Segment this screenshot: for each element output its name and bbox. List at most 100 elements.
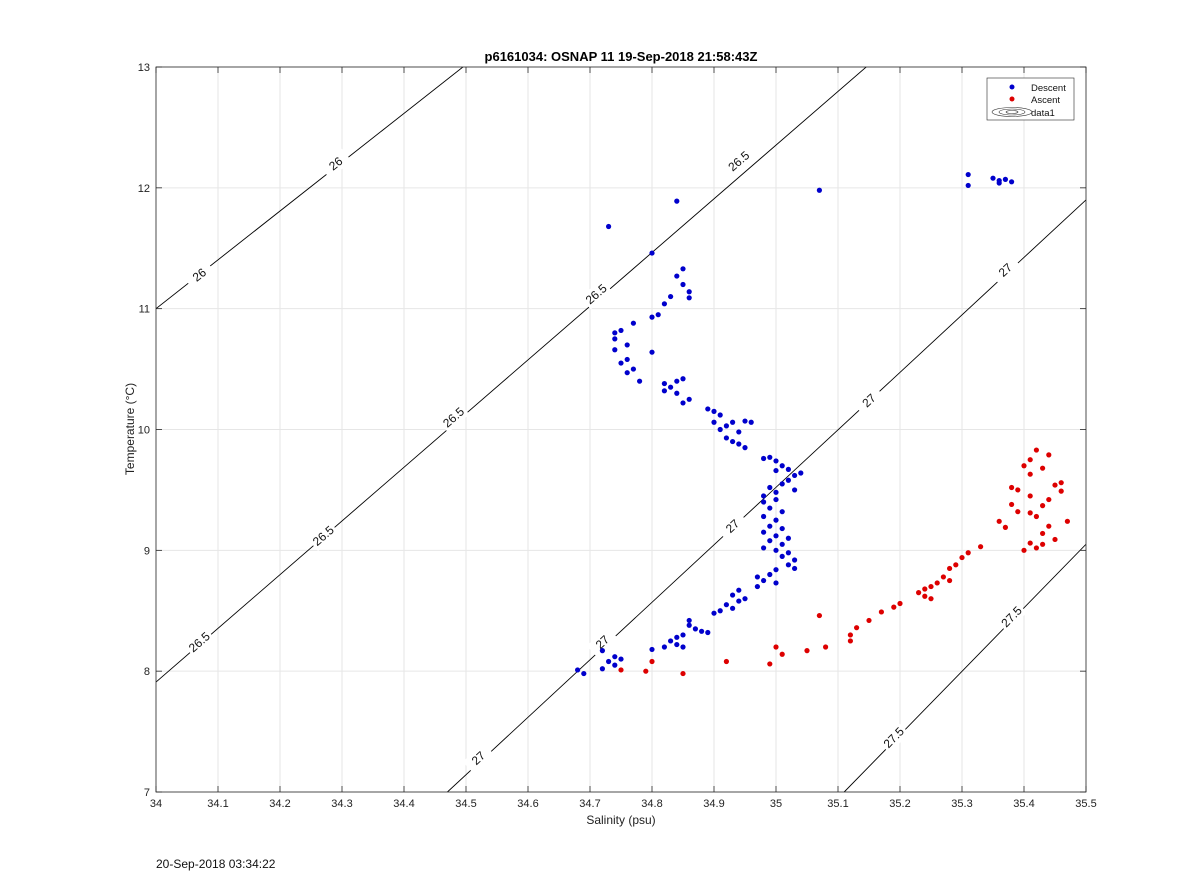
ascent-point [1052, 536, 1058, 543]
descent-point [637, 378, 643, 384]
descent-point [606, 223, 612, 230]
ascent-point [959, 554, 965, 561]
descent-point [742, 596, 748, 602]
legend-data1-label: data1 [1031, 108, 1055, 119]
descent-point [767, 454, 773, 460]
ascent-point [891, 604, 897, 610]
descent-point [761, 529, 767, 535]
contour-label-background [462, 742, 495, 774]
descent-point [717, 412, 723, 418]
grid-lines [155, 66, 1087, 793]
ascent-point [854, 625, 860, 631]
ascent-point [643, 668, 649, 674]
descent-point [624, 356, 630, 363]
descent-point [792, 565, 798, 572]
descent-point [655, 312, 661, 318]
descent-point [680, 632, 686, 638]
descent-point [736, 587, 742, 593]
ascent-point [978, 544, 984, 550]
descent-point [773, 567, 779, 573]
ascent-point [1015, 487, 1021, 493]
descent-point [779, 481, 785, 487]
descent-point [785, 562, 792, 568]
descent-point [649, 349, 655, 355]
ascent-point [779, 651, 785, 657]
descent-point [779, 541, 785, 547]
contour-label-background [853, 385, 885, 416]
ascent-point [618, 667, 624, 673]
descent-point [612, 654, 618, 660]
descent-point [785, 466, 792, 472]
ascent-point [897, 600, 903, 607]
descent-point [661, 388, 668, 394]
ascent-point [1027, 510, 1033, 516]
ascent-point [1015, 509, 1021, 515]
descent-point [630, 320, 637, 326]
contour-label-background [437, 402, 470, 433]
descent-point [661, 644, 668, 650]
descent-point [612, 347, 618, 353]
x-tick-label: 34.5 [455, 798, 476, 810]
descent-point [736, 429, 742, 435]
descent-point [761, 513, 767, 520]
descent-point [630, 366, 637, 372]
descent-point [767, 505, 773, 511]
ascent-point [1033, 545, 1039, 551]
descent-point [699, 628, 705, 634]
ascent-point [1002, 524, 1009, 530]
descent-point [761, 455, 767, 462]
x-tick-label: 35.2 [889, 798, 910, 810]
contour-line-26.5 [156, 67, 867, 683]
legend-box [986, 77, 1075, 121]
ascent-point [1040, 541, 1046, 547]
x-tick-label: 34.4 [393, 798, 414, 810]
contour-label-background [580, 278, 613, 310]
descent-point [680, 644, 686, 650]
descent-point [618, 656, 624, 662]
descent-point [761, 493, 767, 499]
contour-label-background [586, 626, 619, 658]
descent-point [742, 445, 748, 451]
descent-point [779, 509, 785, 515]
contour-label-background [183, 259, 216, 290]
ascent-point [1040, 530, 1046, 537]
descent-point [798, 470, 804, 476]
ascent-point [1021, 547, 1027, 553]
descent-point [723, 435, 730, 441]
descent-point [785, 477, 792, 483]
descent-point [649, 314, 655, 320]
descent-point [680, 376, 686, 382]
descent-point [612, 330, 618, 336]
x-tick-label: 34.1 [207, 798, 228, 810]
descent-point [785, 550, 792, 556]
ascent-point [928, 596, 934, 602]
ascent-point [847, 638, 854, 644]
descent-point [680, 266, 686, 272]
ascent-point [928, 583, 934, 590]
descent-point [668, 384, 674, 390]
descent-point [773, 489, 779, 495]
descent-point [965, 182, 971, 189]
descent-point [581, 670, 587, 677]
descent-point [792, 557, 798, 563]
descent-point [779, 463, 785, 469]
x-tick-label: 35 [770, 798, 782, 810]
descent-point [668, 638, 674, 644]
descent-point [736, 441, 742, 447]
descent-point [816, 187, 823, 193]
descent-point [767, 538, 773, 544]
x-tick-label: 35.3 [951, 798, 972, 810]
descent-point [965, 171, 971, 178]
x-axis-ticks: 34 34.1 34.2 34.3 34.4 34.5 34.6 34.7 34.8 34.9 35… [150, 67, 1097, 810]
ascent-point [1046, 496, 1052, 503]
descent-point [996, 180, 1002, 186]
descent-point [674, 198, 680, 204]
descent-point [779, 525, 785, 532]
ascent-series [618, 447, 1070, 677]
y-tick-label: 7 [144, 787, 150, 799]
ascent-point [996, 518, 1002, 524]
ascent-point [773, 644, 779, 650]
descent-point [761, 545, 767, 551]
y-tick-label: 9 [144, 545, 150, 557]
legend-descent-label: Descent [1031, 83, 1066, 94]
